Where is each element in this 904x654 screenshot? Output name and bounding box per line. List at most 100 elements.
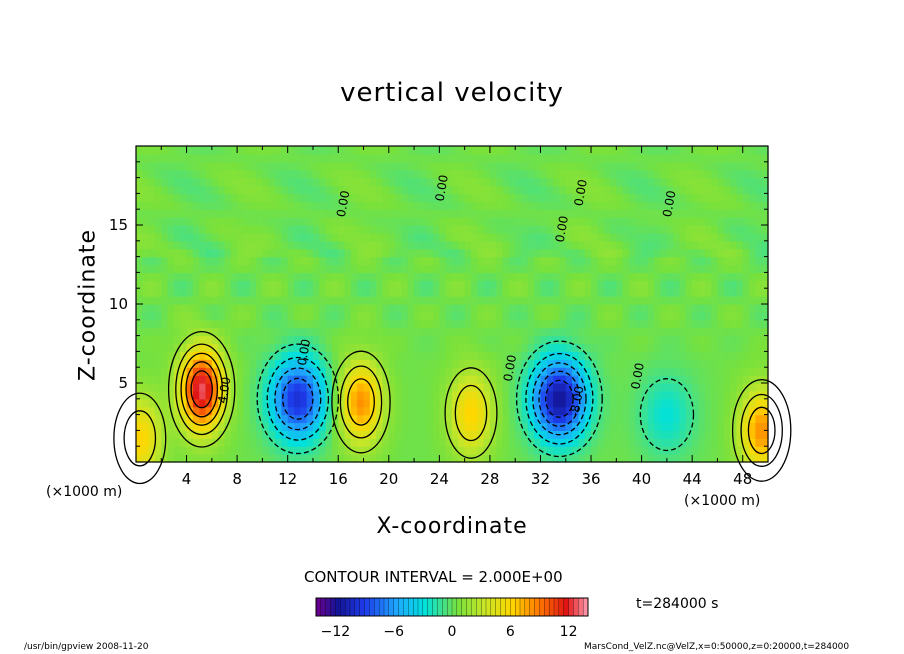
heat-cell <box>173 414 181 424</box>
heat-cell <box>736 375 744 384</box>
heat-cell <box>489 398 497 408</box>
heat-cell <box>382 169 390 179</box>
heat-cell <box>736 193 744 202</box>
heat-cell <box>338 454 346 463</box>
heat-cell <box>325 272 333 281</box>
heat-cell <box>641 177 649 187</box>
heat-cell <box>154 256 162 266</box>
heat-cell <box>736 454 744 463</box>
heat-cell <box>281 335 289 345</box>
heat-cell <box>312 438 320 447</box>
heat-cell <box>647 248 655 258</box>
colorbar-frame <box>315 597 589 617</box>
heat-cell <box>363 185 371 194</box>
heat-cell <box>439 240 447 250</box>
heat-cell <box>553 367 561 376</box>
heat-cell <box>401 161 409 171</box>
heat-cell <box>243 438 251 447</box>
heat-cell <box>148 256 156 266</box>
heat-cell <box>142 256 150 266</box>
heat-cell <box>489 296 497 305</box>
heat-cell <box>275 161 282 171</box>
heat-cell <box>433 201 440 210</box>
heat-cell <box>281 161 289 171</box>
heat-cell <box>262 280 270 289</box>
heat-cell <box>388 256 396 266</box>
heat-cell <box>401 304 409 313</box>
heat-cell <box>275 343 282 352</box>
heat-cell <box>679 383 687 392</box>
heat-cell <box>142 153 150 163</box>
heat-cell <box>755 422 763 431</box>
heat-cell <box>452 248 459 258</box>
heat-cell <box>287 296 295 305</box>
heat-cell <box>230 311 238 321</box>
heat-cell <box>275 153 282 163</box>
heat-cell <box>275 272 282 281</box>
heat-cell <box>496 272 504 281</box>
heat-cell <box>711 193 719 202</box>
heat-cell <box>565 264 573 273</box>
heat-cell <box>692 422 700 431</box>
heat-cell <box>515 232 523 242</box>
heat-cell <box>559 146 567 155</box>
heat-cell <box>730 272 737 281</box>
heat-cell <box>249 351 257 360</box>
heat-cell <box>470 367 478 376</box>
heat-cell <box>742 161 750 171</box>
heat-cell <box>540 296 548 305</box>
heat-cell <box>717 177 725 187</box>
heat-cell <box>262 193 270 202</box>
heat-cell <box>281 343 289 352</box>
heat-cell <box>603 248 611 258</box>
heat-cell <box>395 375 403 384</box>
heat-cell <box>597 311 605 321</box>
heat-cell <box>180 422 188 431</box>
heat-cell <box>477 343 485 352</box>
heat-cell <box>736 288 744 297</box>
heat-cell <box>256 446 263 455</box>
heat-cell <box>395 280 403 289</box>
heat-cell <box>300 343 308 352</box>
heat-cell <box>199 414 207 424</box>
heat-cell <box>464 169 472 179</box>
heat-cell <box>527 280 535 289</box>
heat-cell <box>388 406 396 416</box>
heat-cell <box>237 398 245 408</box>
heat-cell <box>603 454 611 463</box>
heat-cell <box>218 446 226 455</box>
heat-cell <box>344 161 352 171</box>
contour-label: 0.00 <box>295 338 313 367</box>
heat-cell <box>502 375 510 384</box>
heat-cell <box>515 327 523 337</box>
heat-cell <box>603 304 611 313</box>
heat-cell <box>489 311 497 321</box>
colorbar-segment <box>539 597 545 617</box>
heat-cell <box>464 383 472 392</box>
heat-cell <box>281 240 289 250</box>
heat-cell <box>603 232 611 242</box>
heat-cell <box>192 438 200 447</box>
heat-cell <box>224 232 232 242</box>
heat-cell <box>761 193 769 202</box>
heat-cell <box>167 248 175 258</box>
heat-cell <box>186 430 194 439</box>
heat-cell <box>597 201 605 210</box>
heat-cell <box>262 169 270 179</box>
heat-cell <box>230 232 238 242</box>
heat-cell <box>243 430 251 439</box>
heat-cell <box>433 256 440 266</box>
heat-cell <box>698 146 706 155</box>
heat-cell <box>205 232 213 242</box>
heat-cell <box>439 153 447 163</box>
heat-cell <box>610 390 617 400</box>
heat-cell <box>407 367 415 376</box>
heat-cell <box>136 446 143 455</box>
heat-cell <box>306 454 314 463</box>
heat-cell <box>161 280 169 289</box>
heat-cell <box>698 169 706 179</box>
heat-cell <box>635 240 643 250</box>
heat-cell <box>136 304 143 313</box>
heat-cell <box>211 351 219 360</box>
heat-cell <box>477 454 485 463</box>
